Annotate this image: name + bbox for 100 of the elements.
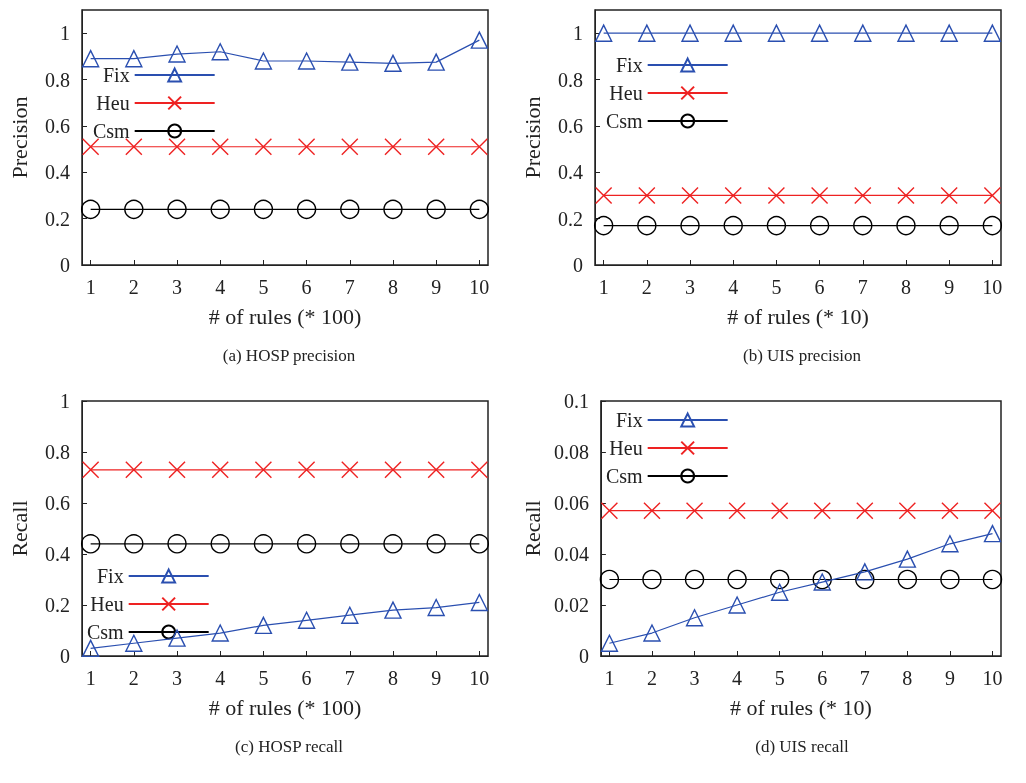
x-tick-label: 9 (944, 276, 955, 298)
y-tick-label: 0.6 (45, 114, 70, 137)
x-tick-label: 10 (469, 667, 490, 689)
point (254, 461, 273, 479)
x-tick-label: 7 (859, 667, 870, 689)
x-tick-label: 5 (774, 667, 785, 689)
point (941, 501, 959, 520)
point (940, 186, 958, 205)
y-tick-label: 0.4 (558, 161, 583, 184)
legend-label: Csm (605, 110, 644, 132)
y-tick-label: 0.06 (553, 492, 589, 514)
y-tick-label: 0 (60, 254, 70, 276)
x-tick-label: 9 (944, 667, 955, 689)
y-tick-label: 1 (60, 22, 70, 45)
x-axis-title: # of rules (* 10) (727, 303, 869, 329)
y-tick-label: 0 (60, 645, 70, 667)
x-tick-label: 8 (387, 276, 398, 298)
point (341, 461, 359, 479)
legend-label: Fix (615, 54, 643, 76)
point (941, 535, 959, 553)
x-tick-label: 4 (215, 276, 226, 298)
y-tick-label: 0.2 (558, 207, 583, 230)
point (297, 611, 316, 629)
x-tick-label: 3 (172, 667, 183, 689)
point (940, 569, 960, 590)
point (124, 199, 144, 220)
y-axis-title: Recall (519, 500, 545, 557)
point (297, 138, 316, 156)
x-tick-label: 3 (172, 276, 183, 298)
x-tick-label: 10 (982, 667, 1003, 689)
point (728, 501, 746, 520)
x-tick-label: 6 (301, 667, 312, 689)
x-tick-label: 8 (900, 276, 911, 298)
x-tick-label: 4 (728, 276, 739, 298)
point (124, 534, 144, 554)
point (767, 24, 786, 42)
x-tick-label: 7 (344, 667, 355, 689)
point (470, 461, 489, 479)
point (81, 461, 100, 479)
x-tick-label: 1 (85, 667, 96, 689)
point (728, 596, 746, 614)
x-tick-label: 6 (817, 667, 828, 689)
y-tick-label: 0 (573, 254, 583, 276)
point (813, 501, 831, 520)
point (469, 199, 490, 220)
y-axis-title: Precision (6, 96, 32, 179)
point (638, 24, 656, 42)
point (983, 24, 1002, 42)
point (593, 215, 614, 236)
point (384, 601, 402, 619)
point (939, 215, 959, 236)
point (767, 186, 786, 205)
x-tick-label: 5 (258, 276, 269, 298)
point (982, 569, 1003, 590)
x-tick-label: 2 (128, 276, 139, 298)
x-tick-label: 8 (387, 667, 398, 689)
y-tick-label: 0.8 (45, 68, 70, 91)
legend-label: Heu (609, 437, 643, 459)
y-tick-label: 1 (573, 22, 583, 45)
x-tick-label: 4 (732, 667, 743, 689)
point (383, 199, 403, 220)
y-tick-label: 0.2 (45, 207, 70, 230)
point (684, 569, 705, 590)
point (983, 524, 1002, 543)
point (211, 138, 229, 156)
x-tick-label: 5 (771, 276, 782, 298)
point (168, 629, 186, 647)
point (125, 138, 143, 156)
x-tick-label: 7 (857, 276, 868, 298)
point (427, 138, 445, 156)
point (426, 199, 446, 220)
point (766, 215, 787, 236)
y-tick-label: 0.4 (45, 543, 70, 565)
point (254, 616, 273, 635)
legend-label: Fix (102, 64, 130, 86)
point (470, 138, 489, 156)
point (810, 24, 829, 42)
point (599, 569, 620, 590)
x-axis-title: # of rules (* 100) (208, 303, 362, 329)
x-tick-label: 6 (301, 276, 312, 298)
point (855, 569, 875, 590)
point (898, 501, 917, 520)
point (340, 199, 360, 220)
point (254, 138, 273, 156)
x-tick-label: 3 (689, 667, 700, 689)
point (254, 52, 273, 70)
point (897, 24, 915, 42)
point (681, 24, 699, 42)
point (810, 186, 829, 205)
point (125, 49, 143, 68)
point (341, 606, 359, 624)
y-axis-title: Precision (519, 96, 545, 179)
point (384, 138, 402, 156)
point (638, 186, 656, 205)
point (426, 534, 446, 554)
legend-label: Fix (615, 409, 643, 431)
point (384, 54, 402, 73)
point (167, 534, 187, 554)
point (296, 534, 317, 554)
point (770, 501, 789, 520)
